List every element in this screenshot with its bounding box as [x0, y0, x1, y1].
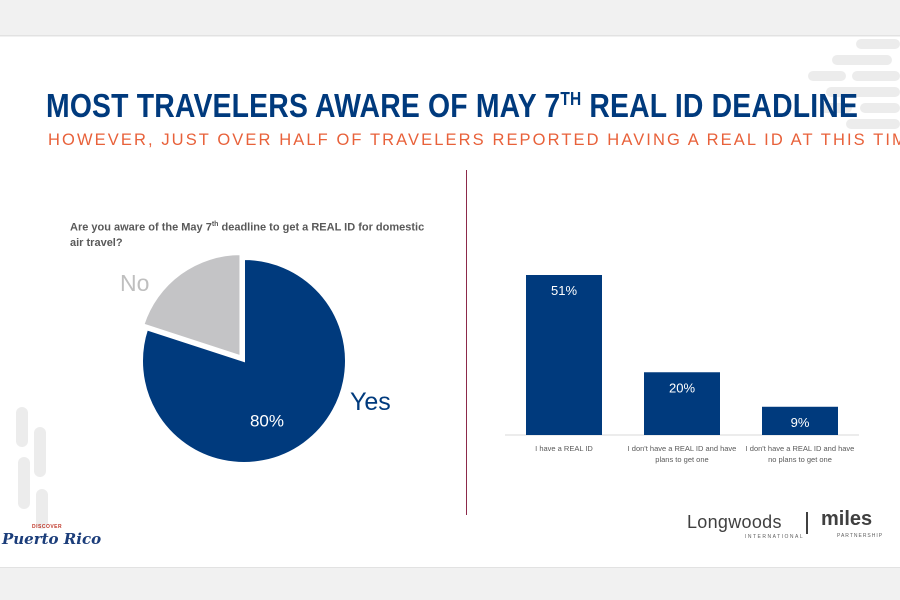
section-divider [466, 170, 467, 515]
survey-question: Are you aware of the May 7th deadline to… [70, 221, 425, 249]
pie-slice-no [142, 253, 242, 358]
brick-pattern-decoration [16, 39, 900, 529]
bar-category-label-2: plans to get one [655, 455, 708, 464]
bar-category-label-3: I don't have a REAL ID and have [746, 444, 855, 453]
pie-label-no: No [120, 270, 149, 296]
pie-slice-yes [141, 257, 347, 464]
bar-data-label-3: 9% [791, 415, 810, 430]
bar-chart: 51% I have a REAL ID 20% I don't have a REA… [505, 275, 859, 464]
top-band [0, 0, 900, 36]
logo-separator [806, 512, 808, 534]
bar-2 [644, 372, 720, 435]
pie-data-label-yes: 80% [250, 411, 284, 430]
bar-category-label-1: I have a REAL ID [535, 444, 593, 453]
slide: MOST TRAVELERS AWARE OF MAY 7TH REAL ID … [0, 37, 900, 567]
bar-category-label-3: no plans to get one [768, 455, 832, 464]
bar-category-label-2: I don't have a REAL ID and have [628, 444, 737, 453]
pie-chart: 80% Yes No [120, 253, 391, 464]
miles-partnership-logo: miles PARTNERSHIP [821, 508, 884, 539]
bar-data-label-1: 51% [551, 283, 577, 298]
bar-1 [526, 275, 602, 435]
bar-data-label-2: 20% [669, 380, 695, 395]
longwoods-logo: Longwoods INTERNATIONAL [687, 512, 805, 540]
slide-title: MOST TRAVELERS AWARE OF MAY 7TH REAL ID … [46, 87, 859, 124]
pie-label-yes: Yes [350, 388, 391, 416]
slide-subtitle: HOWEVER, JUST OVER HALF OF TRAVELERS REP… [48, 131, 900, 149]
slide-decoration [16, 39, 900, 529]
bar-3 [762, 406, 838, 435]
bottom-band [0, 567, 900, 600]
